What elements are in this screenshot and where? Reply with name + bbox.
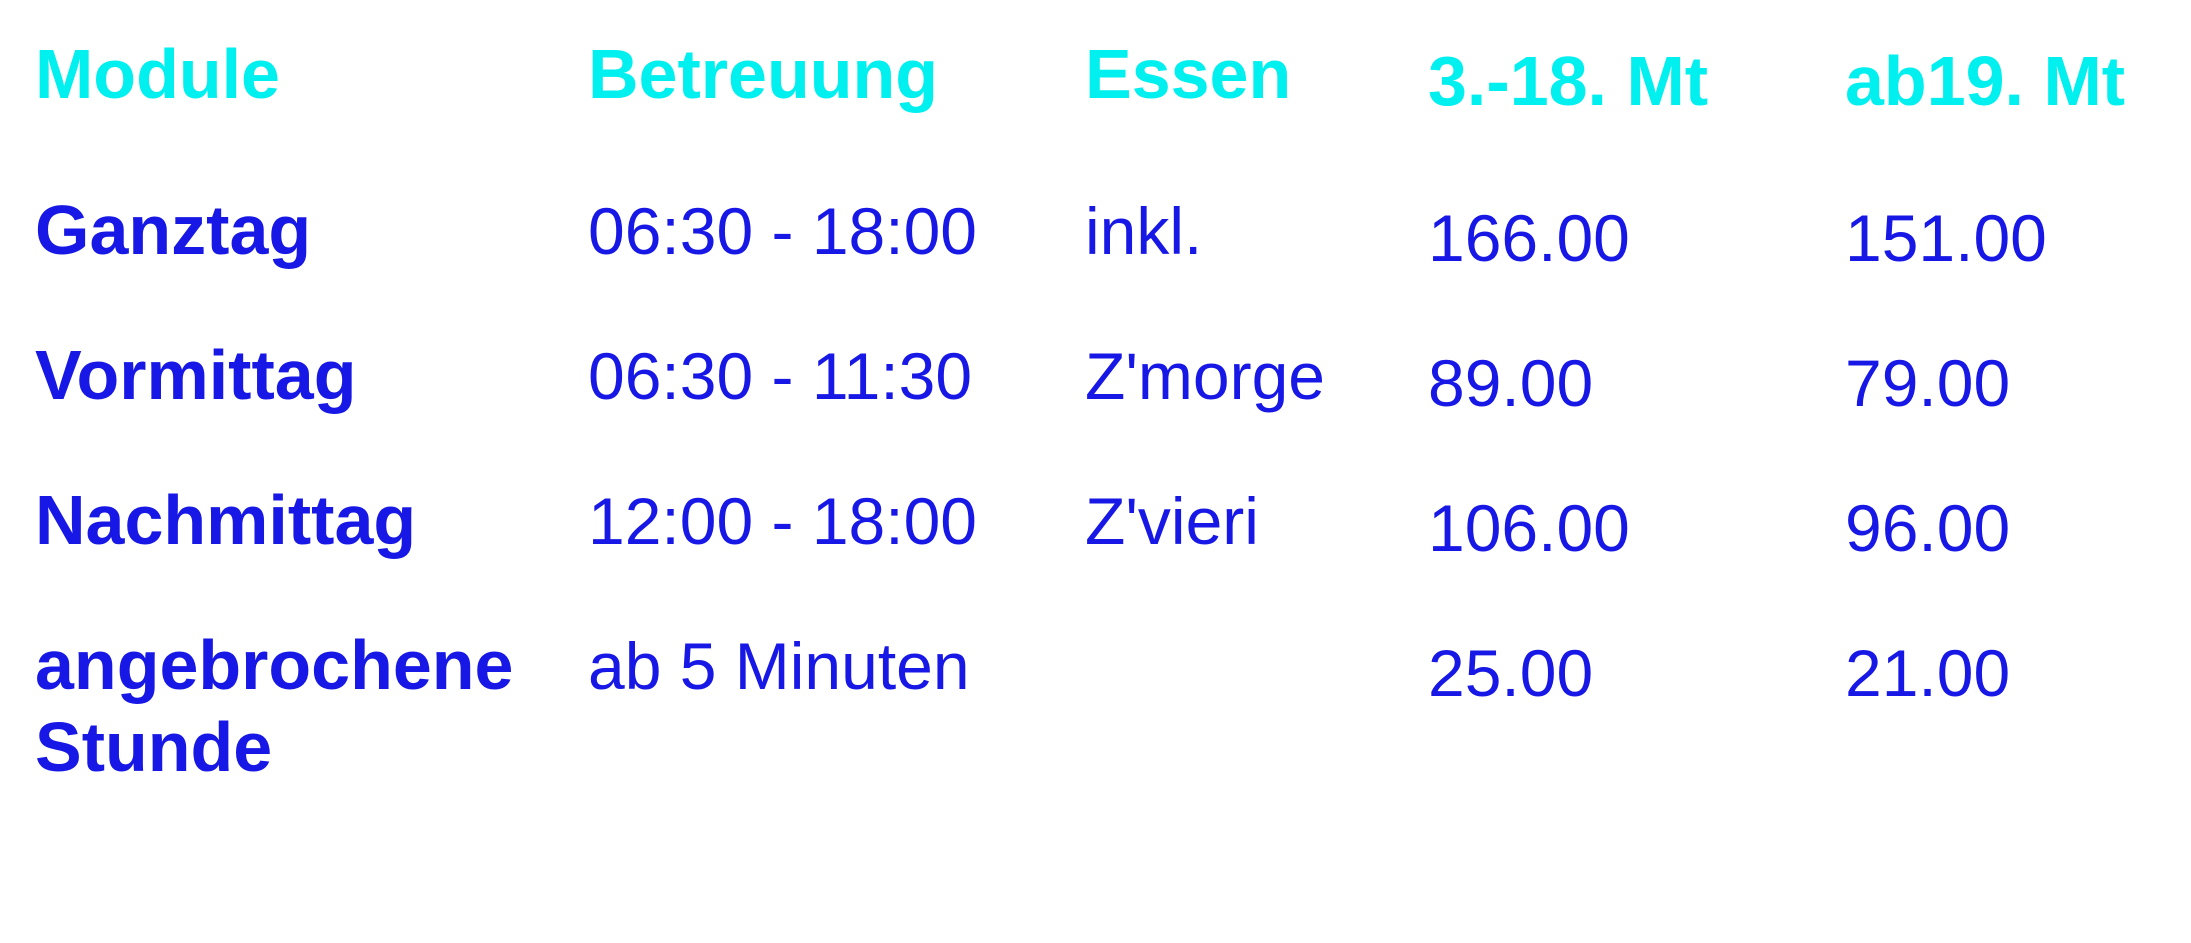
module-name: angebrochene Stunde [35,626,514,786]
essen-value: Z'vieri [1085,484,1259,558]
table-row-ganztag: Ganztag 06:30 - 18:00 inkl. 166.00 151.0… [35,189,2191,275]
table-row-nachmittag: Nachmittag 12:00 - 18:00 Z'vieri 106.00 … [35,479,2191,565]
betreuung-time: 06:30 - 11:30 [588,339,973,413]
module-name: Vormittag [35,336,357,414]
column-header-betreuung: Betreuung [588,35,938,113]
price-ab-19-mt: 96.00 [1845,491,2011,565]
table-row-angebrochene-stunde: angebrochene Stunde ab 5 Minuten 25.00 2… [35,624,2191,788]
price-3-18-mt: 89.00 [1428,346,1594,420]
betreuung-time: ab 5 Minuten [588,629,970,703]
price-3-18-mt: 166.00 [1428,201,1630,275]
module-name: Ganztag [35,191,312,269]
column-header-price-3-18-mt: 3.-18. Mt [1428,42,1709,120]
pricing-table-header-row: Module Betreuung Essen 3.-18. Mt ab19. M… [35,33,2191,120]
module-name: Nachmittag [35,481,417,559]
price-3-18-mt: 106.00 [1428,491,1630,565]
essen-value: Z'morge [1085,339,1325,413]
table-row-vormittag: Vormittag 06:30 - 11:30 Z'morge 89.00 79… [35,334,2191,420]
betreuung-time: 06:30 - 18:00 [588,194,977,268]
essen-value: inkl. [1085,194,1203,268]
price-ab-19-mt: 151.00 [1845,201,2047,275]
column-header-price-ab-19-mt: ab19. Mt [1845,42,2126,120]
price-ab-19-mt: 21.00 [1845,636,2011,710]
column-header-module: Module [35,35,280,113]
column-header-essen: Essen [1085,35,1292,113]
price-3-18-mt: 25.00 [1428,636,1594,710]
betreuung-time: 12:00 - 18:00 [588,484,977,558]
price-ab-19-mt: 79.00 [1845,346,2011,420]
